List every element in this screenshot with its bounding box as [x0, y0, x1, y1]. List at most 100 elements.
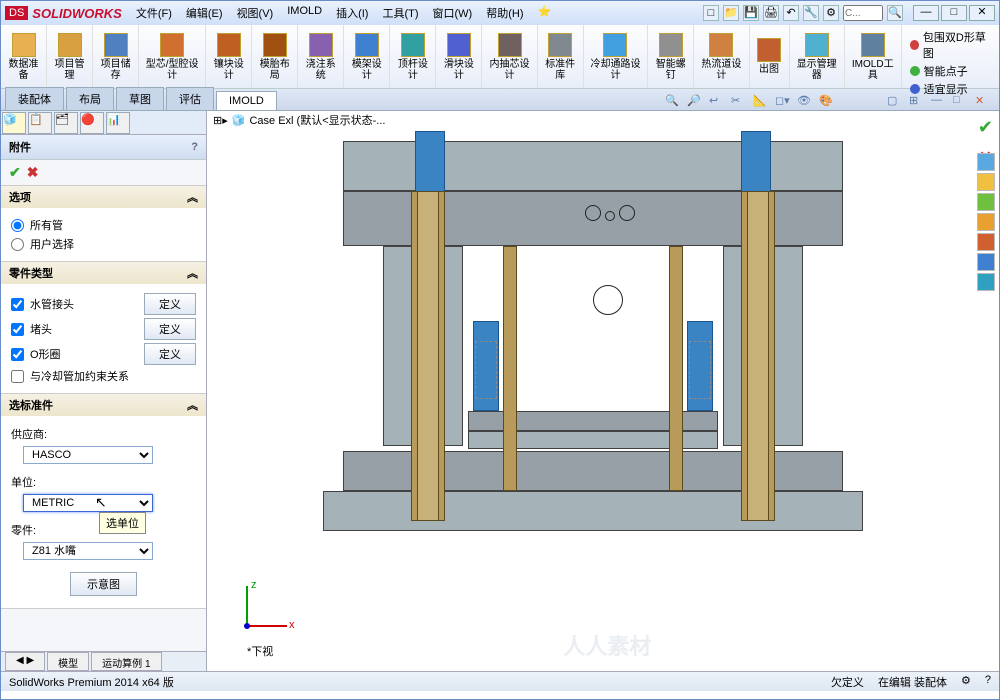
btab-motion[interactable]: 运动算例 1 — [91, 652, 161, 671]
search-input[interactable] — [843, 5, 883, 21]
unit-select[interactable]: METRIC — [23, 494, 153, 512]
undo-icon[interactable]: ↶ — [783, 5, 799, 21]
rebuild-icon[interactable]: 🔧 — [803, 5, 819, 21]
section-icon[interactable]: ✂ — [731, 94, 747, 110]
close-button[interactable]: ✕ — [969, 5, 995, 21]
search-icon[interactable]: 🔍 — [887, 5, 903, 21]
config-tab[interactable]: 🗂 — [54, 112, 78, 134]
status-help-icon[interactable]: ? — [985, 674, 991, 690]
ribbon-slider[interactable]: 滑块设计 — [436, 25, 482, 88]
ribbon-data-prep[interactable]: 数据准备 — [1, 25, 47, 88]
minimize-button[interactable]: — — [913, 5, 939, 21]
zoom-area-icon[interactable]: 🔎 — [687, 94, 703, 110]
open-icon[interactable]: 📁 — [723, 5, 739, 21]
view-orient-icon[interactable]: 📐 — [753, 94, 769, 110]
ribbon-display-mgr[interactable]: 显示管理器 — [790, 25, 845, 88]
collapse-icon[interactable]: ︽ — [187, 397, 198, 413]
menu-window[interactable]: 窗口(W) — [427, 3, 479, 23]
taskpane-property-icon[interactable] — [977, 273, 995, 291]
ribbon-cooling[interactable]: 冷却通路设计 — [584, 25, 649, 88]
vp-max-icon[interactable]: □ — [953, 94, 969, 110]
ribbon-moldbase[interactable]: 模架设计 — [344, 25, 390, 88]
menu-edit[interactable]: 编辑(E) — [180, 3, 229, 23]
ribbon-std-parts[interactable]: 标准件库 — [538, 25, 584, 88]
menu-star-icon[interactable]: ⭐ — [532, 3, 558, 23]
taskpane-appearance-icon[interactable] — [977, 253, 995, 271]
zoom-fit-icon[interactable]: 🔍 — [665, 94, 681, 110]
ribbon-hotrunner[interactable]: 热流道设计 — [694, 25, 749, 88]
btab-model[interactable]: 模型 — [47, 652, 89, 671]
menu-insert[interactable]: 插入(I) — [330, 3, 374, 23]
ribbon-mold-layout[interactable]: 模胎布局 — [252, 25, 298, 88]
ribbon-bbox-sketch[interactable]: 包围双D形草图 — [910, 29, 991, 61]
ribbon-ejector[interactable]: 顶杆设计 — [390, 25, 436, 88]
property-tab[interactable]: 📋 — [28, 112, 52, 134]
help-icon[interactable]: ? — [191, 141, 198, 153]
display-style-icon[interactable]: ◻▾ — [775, 94, 791, 110]
vp-single-icon[interactable]: ▢ — [887, 94, 903, 110]
part-select[interactable]: Z81 水嘴 — [23, 542, 153, 560]
define-btn-2[interactable]: 定义 — [144, 318, 196, 340]
btab-nav[interactable]: ◀ ▶ — [5, 652, 45, 671]
ribbon-project-save[interactable]: 项目储存 — [93, 25, 139, 88]
ribbon-drawing[interactable]: 出图 — [750, 25, 790, 88]
define-btn-1[interactable]: 定义 — [144, 293, 196, 315]
maximize-button[interactable]: □ — [941, 5, 967, 21]
feature-tree-tab[interactable]: 🧊 — [2, 112, 26, 134]
save-icon[interactable]: 💾 — [743, 5, 759, 21]
options-icon[interactable]: ⚙ — [823, 5, 839, 21]
expand-icon[interactable]: ⊞▸ — [213, 114, 228, 127]
ribbon-lifter[interactable]: 内抽芯设计 — [482, 25, 537, 88]
tree-flyout[interactable]: ⊞▸ 🧊 Case Exl (默认<显示状态-... — [207, 111, 999, 129]
ribbon-smart-point[interactable]: 智能点子 — [910, 63, 991, 79]
menu-help[interactable]: 帮助(H) — [480, 3, 529, 23]
tab-assembly[interactable]: 装配体 — [5, 87, 64, 110]
vp-close-icon[interactable]: ✕ — [975, 94, 991, 110]
vendor-select[interactable]: HASCO — [23, 446, 153, 464]
print-icon[interactable]: 🖨 — [763, 5, 779, 21]
menu-file[interactable]: 文件(F) — [130, 3, 178, 23]
hide-show-icon[interactable]: 👁▾ — [797, 94, 813, 110]
ribbon-core-cavity[interactable]: 型芯/型腔设计 — [139, 25, 206, 88]
corner-ok-icon[interactable]: ✔ — [978, 117, 993, 138]
tab-evaluate[interactable]: 评估 — [166, 87, 214, 110]
display-tab[interactable]: 📊 — [106, 112, 130, 134]
menu-imold[interactable]: IMOLD — [281, 3, 328, 23]
check-oring[interactable] — [11, 348, 24, 361]
graphics-viewport[interactable]: ⊞▸ 🧊 Case Exl (默认<显示状态-... ✔ ✖ — [207, 111, 999, 671]
check-water-connector[interactable] — [11, 298, 24, 311]
appearance-icon[interactable]: 🎨▾ — [819, 94, 835, 110]
define-btn-3[interactable]: 定义 — [144, 343, 196, 365]
menu-tools[interactable]: 工具(T) — [376, 3, 424, 23]
schematic-button[interactable]: 示意图 — [70, 572, 137, 596]
ribbon-smart-screw[interactable]: 智能螺钉 — [648, 25, 694, 88]
collapse-icon[interactable]: ︽ — [187, 265, 198, 281]
menu-view[interactable]: 视图(V) — [231, 3, 280, 23]
tab-sketch[interactable]: 草图 — [116, 87, 164, 110]
tab-layout[interactable]: 布局 — [66, 87, 114, 110]
radio-user-select[interactable] — [11, 238, 24, 251]
ribbon-imold-tools[interactable]: IMOLD工具 — [845, 25, 902, 88]
taskpane-design-lib-icon[interactable] — [977, 193, 995, 211]
prev-view-icon[interactable]: ↩ — [709, 94, 725, 110]
radio-all-pipes[interactable] — [11, 219, 24, 232]
taskpane-explorer-icon[interactable] — [977, 213, 995, 231]
vp-min-icon[interactable]: — — [931, 94, 947, 110]
check-plug[interactable] — [11, 323, 24, 336]
appearance-tab[interactable]: 🔴 — [80, 112, 104, 134]
status-custom-icon[interactable]: ⚙ — [961, 674, 971, 690]
tab-imold[interactable]: IMOLD — [216, 91, 277, 110]
cancel-button[interactable]: ✖ — [27, 164, 39, 181]
vp-split-icon[interactable]: ⊞ — [909, 94, 925, 110]
taskpane-home-icon[interactable] — [977, 173, 995, 191]
check-constrain[interactable] — [11, 370, 24, 383]
window-buttons: — □ ✕ — [911, 5, 995, 21]
ribbon-gating[interactable]: 浇注系统 — [298, 25, 344, 88]
ribbon-project-mgr[interactable]: 项目管理 — [47, 25, 93, 88]
collapse-icon[interactable]: ︽ — [187, 189, 198, 205]
taskpane-view-icon[interactable] — [977, 233, 995, 251]
ok-button[interactable]: ✔ — [9, 164, 21, 181]
new-icon[interactable]: □ — [703, 5, 719, 21]
ribbon-insert-design[interactable]: 镶块设计 — [206, 25, 252, 88]
taskpane-resources-icon[interactable] — [977, 153, 995, 171]
